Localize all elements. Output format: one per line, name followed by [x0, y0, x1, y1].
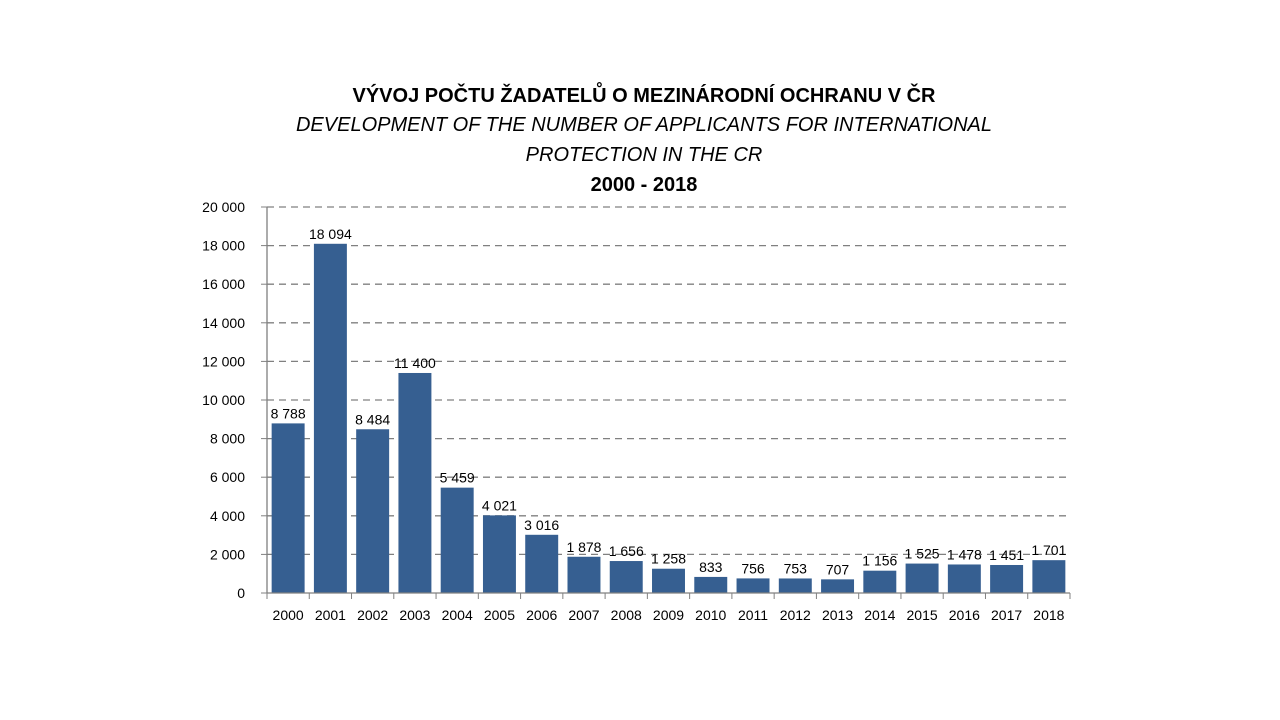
- x-tick-label: 2004: [442, 607, 473, 623]
- bar: [313, 243, 347, 593]
- x-tick-label: 2002: [357, 607, 388, 623]
- bar: [609, 561, 643, 593]
- data-label: 1 525: [905, 546, 940, 562]
- bar: [778, 578, 812, 593]
- bar: [567, 556, 601, 593]
- y-tick-label: 6 000: [210, 469, 245, 485]
- data-label: 756: [741, 560, 765, 576]
- bar: [990, 564, 1024, 593]
- bars: [271, 243, 1066, 593]
- data-label: 11 400: [394, 355, 436, 371]
- data-label: 1 156: [862, 553, 897, 569]
- bar: [947, 564, 981, 593]
- x-tick-label: 2017: [991, 607, 1022, 623]
- x-tick-label: 2018: [1033, 607, 1064, 623]
- data-label: 8 484: [355, 411, 390, 427]
- bar: [694, 576, 728, 593]
- data-label: 707: [826, 561, 850, 577]
- data-label: 1 451: [989, 547, 1024, 563]
- bar: [905, 563, 939, 593]
- data-label: 18 094: [309, 226, 352, 242]
- y-tick-label: 12 000: [202, 353, 245, 369]
- y-tick-label: 14 000: [202, 315, 245, 331]
- x-tick-label: 2001: [315, 607, 346, 623]
- y-tick-label: 8 000: [210, 431, 245, 447]
- axes: [261, 206, 1071, 599]
- data-label: 753: [784, 560, 808, 576]
- chart-title-block: VÝVOJ POČTU ŽADATELŮ O MEZINÁRODNÍ OCHRA…: [240, 82, 1048, 200]
- y-tick-label: 18 000: [202, 238, 245, 254]
- x-tick-label: 2006: [526, 607, 557, 623]
- y-tick-label: 0: [237, 585, 245, 601]
- labels: 0 2 000 4 000 6 000 8 000 10 000 12 000 14 000 1…: [202, 199, 1066, 623]
- bar: [398, 372, 432, 593]
- x-tick-label: 2012: [780, 607, 811, 623]
- bar: [525, 534, 559, 593]
- chart-subtitle-line-1: DEVELOPMENT OF THE NUMBER OF APPLICANTS …: [295, 114, 993, 136]
- data-label: 5 459: [440, 470, 475, 486]
- x-tick-label: 2014: [864, 607, 895, 623]
- data-label: 8 788: [271, 405, 306, 421]
- x-tick-label: 2016: [949, 607, 980, 623]
- x-tick-label: 2005: [484, 607, 515, 623]
- y-tick-label: 10 000: [202, 392, 245, 408]
- x-tick-label: 2003: [399, 607, 430, 623]
- chart-subtitle: DEVELOPMENT OF THE NUMBER OF APPLICANTS …: [240, 110, 1048, 170]
- data-label: 1 701: [1031, 542, 1066, 558]
- x-tick-label: 2011: [738, 607, 768, 623]
- bar: [821, 579, 855, 593]
- x-tick-label: 2010: [695, 607, 726, 623]
- bar: [440, 487, 474, 593]
- bar: [652, 568, 685, 593]
- data-label: 1 478: [947, 546, 982, 562]
- bar: [356, 429, 390, 593]
- data-label: 4 021: [482, 497, 517, 513]
- x-tick-label: 2015: [907, 607, 938, 623]
- chart-period: 2000 - 2018: [590, 174, 698, 196]
- y-tick-label: 20 000: [202, 199, 245, 215]
- bar: [482, 515, 516, 593]
- x-tick-label: 2000: [273, 607, 304, 623]
- y-tick-label: 16 000: [202, 276, 245, 292]
- data-label: 3 016: [524, 517, 559, 533]
- x-tick-label: 2008: [611, 607, 642, 623]
- chart-subtitle-line-2: PROTECTION IN THE CR: [525, 144, 763, 166]
- data-label: 1 258: [651, 551, 686, 567]
- x-tick-label: 2007: [568, 607, 599, 623]
- data-label: 1 656: [609, 543, 644, 559]
- chart-title: VÝVOJ POČTU ŽADATELŮ O MEZINÁRODNÍ OCHRA…: [352, 85, 936, 107]
- data-label: 833: [699, 559, 723, 575]
- y-tick-label: 2 000: [210, 546, 245, 562]
- bar: [863, 570, 897, 593]
- x-tick-label: 2009: [653, 607, 684, 623]
- bar: [736, 578, 770, 593]
- x-tick-label: 2013: [822, 607, 853, 623]
- bar: [1032, 560, 1066, 593]
- y-tick-label: 4 000: [210, 508, 245, 524]
- bar: [271, 423, 305, 593]
- data-label: 1 878: [566, 539, 601, 555]
